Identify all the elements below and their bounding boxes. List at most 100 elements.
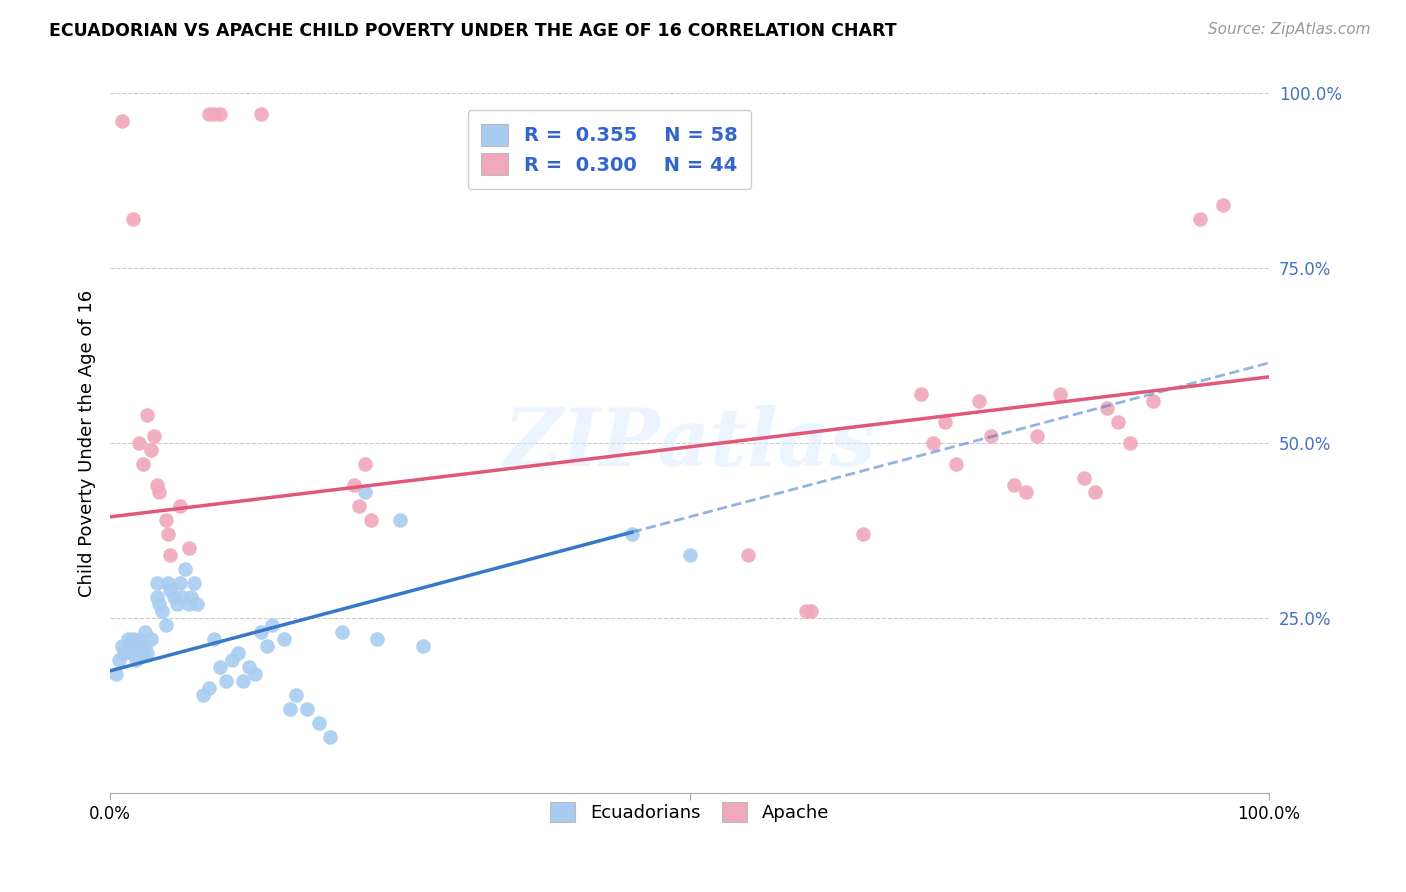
Point <box>1073 471 1095 485</box>
Point <box>969 394 991 409</box>
Point <box>174 562 197 576</box>
Point <box>159 549 181 563</box>
Text: ECUADORIAN VS APACHE CHILD POVERTY UNDER THE AGE OF 16 CORRELATION CHART: ECUADORIAN VS APACHE CHILD POVERTY UNDER… <box>49 22 897 40</box>
Point <box>412 640 434 654</box>
Point <box>1049 387 1071 401</box>
Point <box>143 429 166 443</box>
Point <box>360 513 382 527</box>
Point <box>388 513 411 527</box>
Point <box>1107 415 1129 429</box>
Point <box>155 618 177 632</box>
Point <box>136 646 159 660</box>
Point <box>1084 485 1107 500</box>
Point <box>186 598 208 612</box>
Point <box>122 640 145 654</box>
Point <box>104 667 127 681</box>
Point <box>934 415 956 429</box>
Point <box>238 660 260 674</box>
Point <box>354 485 377 500</box>
Point <box>169 576 191 591</box>
Point <box>1212 198 1234 212</box>
Point <box>148 598 170 612</box>
Point <box>221 653 243 667</box>
Point <box>111 640 134 654</box>
Point <box>177 598 200 612</box>
Point <box>177 541 200 556</box>
Point <box>319 731 342 745</box>
Point <box>157 576 180 591</box>
Point <box>243 667 266 681</box>
Point <box>1119 436 1142 450</box>
Point <box>122 212 145 227</box>
Point <box>139 443 162 458</box>
Point <box>155 513 177 527</box>
Point <box>139 632 162 647</box>
Point <box>124 653 146 667</box>
Point <box>197 681 219 696</box>
Point <box>166 598 188 612</box>
Point <box>250 107 273 121</box>
Text: Source: ZipAtlas.com: Source: ZipAtlas.com <box>1208 22 1371 37</box>
Point <box>209 107 232 121</box>
Point <box>191 689 214 703</box>
Point <box>145 591 167 605</box>
Point <box>112 646 135 660</box>
Legend: Ecuadorians, Apache: Ecuadorians, Apache <box>540 791 839 833</box>
Point <box>620 527 643 541</box>
Point <box>170 591 193 605</box>
Point <box>295 702 318 716</box>
Point <box>1002 478 1025 492</box>
Point <box>157 527 180 541</box>
Point <box>349 500 371 514</box>
Point <box>120 646 142 660</box>
Point <box>131 646 153 660</box>
Point <box>945 458 967 472</box>
Point <box>910 387 932 401</box>
Point <box>128 632 150 647</box>
Point <box>250 625 273 640</box>
Point <box>163 591 186 605</box>
Point <box>169 500 191 514</box>
Point <box>117 632 139 647</box>
Point <box>273 632 295 647</box>
Point <box>284 689 307 703</box>
Point <box>128 640 150 654</box>
Point <box>737 549 759 563</box>
Point <box>794 604 817 618</box>
Point <box>204 632 226 647</box>
Y-axis label: Child Poverty Under the Age of 16: Child Poverty Under the Age of 16 <box>79 290 96 597</box>
Point <box>232 674 254 689</box>
Point <box>134 640 156 654</box>
Point <box>128 436 150 450</box>
Point <box>678 549 700 563</box>
Point <box>183 576 205 591</box>
Point <box>122 632 145 647</box>
Point <box>145 478 167 492</box>
Point <box>209 660 232 674</box>
Point <box>180 591 202 605</box>
Point <box>111 114 134 128</box>
Point <box>262 618 284 632</box>
Point <box>354 458 377 472</box>
Point <box>136 409 159 423</box>
Point <box>145 576 167 591</box>
Point <box>1015 485 1038 500</box>
Point <box>256 640 278 654</box>
Point <box>134 625 156 640</box>
Point <box>1095 401 1118 416</box>
Point <box>366 632 388 647</box>
Point <box>278 702 301 716</box>
Point <box>308 716 330 731</box>
Point <box>1188 212 1211 227</box>
Point <box>108 653 131 667</box>
Text: ZIPatlas: ZIPatlas <box>503 405 876 482</box>
Point <box>980 429 1002 443</box>
Point <box>922 436 945 450</box>
Point <box>204 107 226 121</box>
Point <box>131 458 153 472</box>
Point <box>1142 394 1164 409</box>
Point <box>226 646 249 660</box>
Point <box>159 583 181 598</box>
Point <box>800 604 823 618</box>
Point <box>215 674 238 689</box>
